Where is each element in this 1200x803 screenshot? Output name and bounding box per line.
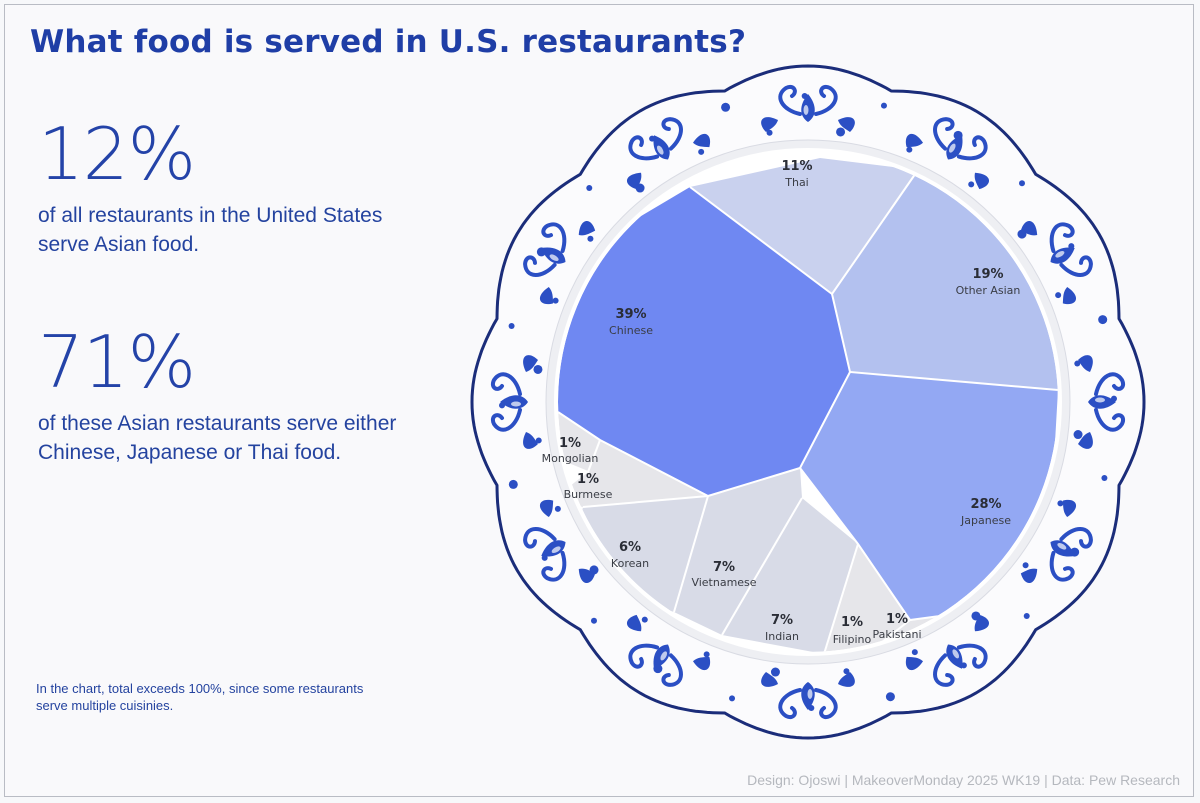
ornament-motif [1020,221,1093,305]
ornament-dot [508,479,518,489]
chart-credits: Design: Ojoswi | MakeoverMonday 2025 WK1… [747,772,1180,788]
label-name-thai: Thai [784,176,809,189]
label-value-other-asian: 19% [972,267,1003,282]
stat-top-three-text: of these Asian restaurants serve either … [38,412,397,464]
ornament-dot [808,704,815,711]
ornament-dot [649,135,656,142]
label-value-thai: 11% [781,159,812,174]
label-name-other-asian: Other Asian [956,284,1021,297]
ornament-motif [491,355,538,449]
cell-mongolian [558,412,600,472]
cell-burmese [558,440,708,507]
cell-thai [690,158,918,294]
ornament-motif [523,221,596,305]
stat-asian-share-text: of all restaurants in the United States … [38,204,383,256]
ornament-dot [698,148,705,155]
ornament-dot [1101,474,1108,481]
ornament-dot [1068,243,1075,250]
ornament-dot [703,651,710,658]
label-name-japanese: Japanese [960,514,1011,527]
ornament-motif [761,672,855,719]
label-name-indian: Indian [765,630,799,643]
ornament-dot [766,129,773,136]
label-value-burmese: 1% [577,472,599,487]
label-value-chinese: 39% [615,307,646,322]
ornament-dot [960,662,967,669]
ornament-dot [1070,547,1080,557]
ornament-dot [843,668,850,675]
cell-vietnamese [674,468,802,635]
ornament-dot [635,183,645,193]
ornament-dot [721,102,731,112]
ornament-dot [953,130,963,140]
ornament-motif [627,614,711,687]
ornament-dot [590,617,597,624]
ornament-dot [1019,180,1026,187]
ornament-motif [761,85,855,132]
ornament-dot [801,93,808,100]
label-name-burmese: Burmese [564,488,613,501]
plate-ornaments [491,85,1125,719]
ornament-dot [1017,229,1027,239]
ornament-dot [533,364,543,374]
ornament-dot [641,616,648,623]
ornament-dot [971,611,981,621]
ornament-dot [729,695,736,702]
label-value-indian: 7% [771,613,793,628]
chart-footnote: In the chart, total exceeds 100%, since … [36,681,364,713]
label-value-vietnamese: 7% [713,560,735,575]
ornament-dot [589,565,599,575]
stat-top-three-value: 71% [38,320,196,404]
ornament-dot [536,247,546,257]
ornament-dot [880,102,887,109]
stat-asian-share-value: 12% [38,112,196,196]
ornament-dot [1074,360,1081,367]
label-value-mongolian: 1% [559,436,581,451]
ornament-dot [911,649,918,656]
cell-japanese [800,372,1058,620]
ornament-dot [552,297,559,304]
ornament-dot [586,184,593,191]
label-name-pakistani: Pakistani [872,628,921,641]
ornament-dot [906,146,913,153]
ornament-dot [587,235,594,242]
ornament-dot [1073,430,1083,440]
ornament-motif [627,117,711,190]
label-value-filipino: 1% [841,615,863,630]
ornament-dot [554,505,561,512]
label-value-korean: 6% [619,540,641,555]
ornament-dot [968,181,975,188]
ornament-dot [1098,315,1108,325]
treemap-labels: 11% Thai 19% Other Asian 39% Chinese 28%… [542,159,1021,646]
ornament-motif [1020,499,1093,583]
ornament-dot [1110,395,1117,402]
chart-title: What food is served in U.S. restaurants? [30,24,747,60]
ornament-motif [1078,355,1125,449]
ornament-dot [1023,613,1030,620]
ornament-dot [1022,562,1029,569]
ornament-motif [905,117,989,190]
cell-filipino [824,544,910,652]
cell-chinese [558,187,850,496]
ornament-dot [836,127,846,137]
label-name-korean: Korean [611,557,649,570]
ornament-motif [523,499,596,583]
ornament-dot [541,554,548,561]
ornament-dot [1055,292,1062,299]
ornament-dot [508,323,515,330]
ornament-dot [885,692,895,702]
ornament-dot [653,664,663,674]
ornament-dot [535,437,542,444]
ornament-dot [499,402,506,409]
label-name-mongolian: Mongolian [542,452,599,465]
label-name-chinese: Chinese [609,324,653,337]
plate-chart: 11% Thai 19% Other Asian 39% Chinese 28%… [470,64,1146,740]
ornament-dot [1057,500,1064,507]
label-name-vietnamese: Vietnamese [691,576,756,589]
ornament-dot [770,667,780,677]
label-value-pakistani: 1% [886,612,908,627]
label-name-filipino: Filipino [833,633,872,646]
label-value-japanese: 28% [970,497,1001,512]
